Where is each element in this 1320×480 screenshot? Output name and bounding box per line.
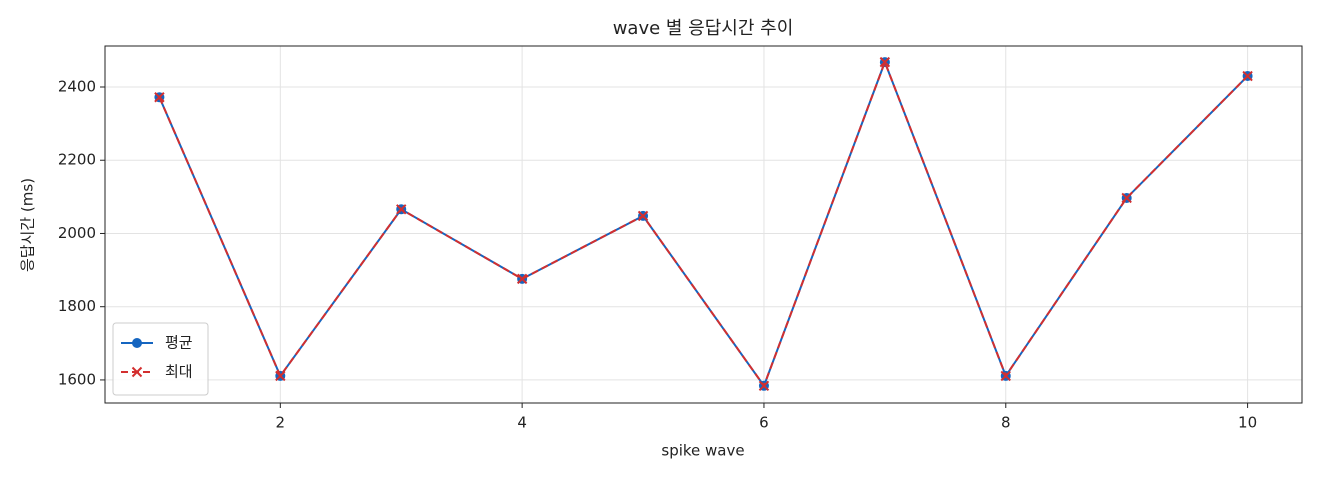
plot-frame	[104, 45, 1303, 404]
x-tick-label: 6	[759, 414, 769, 432]
point	[154, 92, 165, 103]
legend-label: 최대	[165, 363, 193, 381]
point	[396, 204, 407, 215]
y-tick-label: 1800	[58, 297, 96, 315]
legend-box	[112, 322, 209, 396]
point	[758, 380, 770, 391]
point	[637, 210, 649, 222]
legend-label: 평균	[165, 334, 193, 352]
x-tick-label: 10	[1238, 414, 1257, 432]
y-axis-label: 응답시간 (ms)	[19, 178, 37, 272]
legend-marker	[132, 338, 142, 348]
point	[516, 273, 528, 285]
point	[1121, 192, 1132, 204]
line	[158, 59, 1249, 388]
x-axis-label: spike wave	[661, 442, 744, 460]
y-tick-label: 2000	[58, 224, 96, 242]
x-tick-label: 4	[517, 414, 527, 432]
point	[1000, 370, 1011, 382]
y-tick-label: 1600	[58, 370, 96, 388]
x-tick-label: 2	[276, 414, 286, 432]
point	[879, 56, 891, 68]
y-tick-label: 2400	[58, 78, 96, 96]
chart-title: wave 별 응답시간 추이	[613, 18, 794, 39]
y-tick-label: 2200	[58, 151, 96, 169]
point	[275, 370, 286, 382]
point	[1242, 70, 1253, 82]
legend-marker	[131, 366, 143, 378]
line	[158, 59, 1249, 388]
x-tick-label: 8	[1001, 414, 1011, 432]
